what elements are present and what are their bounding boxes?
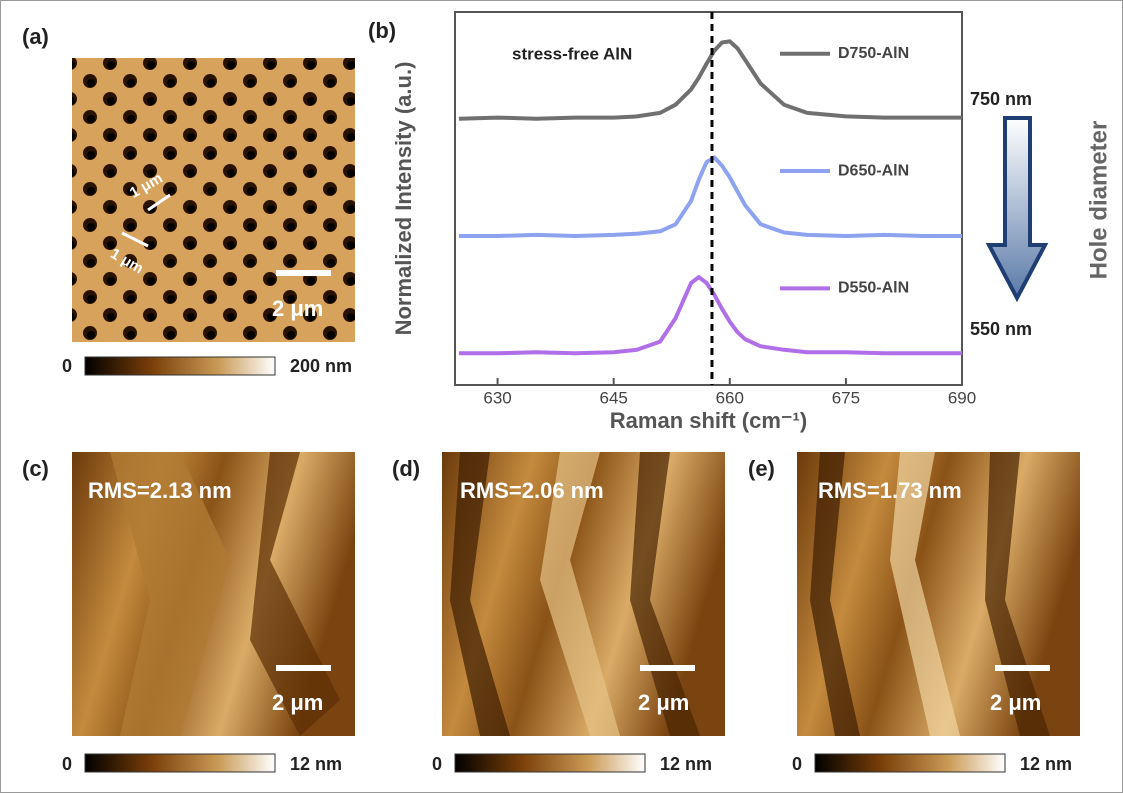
series-line [458,275,962,356]
arrow [147,193,171,212]
rms: RMS=2.06 nm [460,478,604,503]
annotation: stress-free AlN [512,44,632,63]
terrace [110,452,230,736]
colorbar-min: 0 [792,754,802,774]
x-tick-label: 660 [716,388,744,407]
x-axis-title: Raman shift (cm⁻¹) [610,408,807,433]
terrace [985,452,1050,736]
colorbar-max: 200 nm [290,356,352,376]
scale-label: 2 μm [638,690,689,715]
legend-label: D650-AlN [838,162,909,179]
terrace [810,452,860,736]
legend-label: D750-AlN [838,45,909,62]
panel-label: (e) [748,456,775,481]
colorbar [84,356,276,376]
terrace [630,452,700,736]
scale-bar [276,665,331,671]
rms: RMS=1.73 nm [818,478,962,503]
rms: RMS=2.13 nm [88,478,232,503]
terrace [450,452,510,736]
scale-label: 2 μm [272,296,323,321]
colorbar-max: 12 nm [660,754,712,774]
series-line [458,39,962,121]
colorbar-min: 0 [62,754,72,774]
scale-label: 2 μm [990,690,1041,715]
panel-d: (d) RMS=2.06 nm 2 μm 0 12 nm [392,452,725,774]
colorbar-max: 12 nm [290,754,342,774]
arrow [121,231,149,248]
direction-arrow [985,116,1049,303]
legend-label: D550-AlN [838,280,909,297]
scale-bar [995,665,1050,671]
terrace [540,452,620,736]
panel-e: (e) RMS=1.73 nm 2 μm 0 12 nm [748,452,1080,774]
colorbar [814,753,1006,773]
x-tick-label: 630 [483,388,511,407]
plot: 630 645 660 675 690 Raman shift (cm⁻¹) Normali… [391,11,976,433]
panel-label: (d) [392,456,420,481]
side-label: 750 nm [970,89,1032,109]
x-tick-label: 690 [948,388,976,407]
scale-label: 2 μm [272,690,323,715]
x-tick-label: 675 [832,388,860,407]
plot-frame [454,11,963,386]
panel-label: (b) [368,18,396,43]
side-label: 550 nm [970,319,1032,339]
afm-image [72,58,355,342]
colorbar [84,753,276,773]
colorbar-min: 0 [62,356,72,376]
panel-label: (a) [22,24,49,49]
y-axis-title: Normalized Intensity (a.u.) [391,62,416,336]
terrace [890,452,960,736]
colorbar-min: 0 [432,754,442,774]
colorbar-max: 12 nm [1020,754,1072,774]
x-tick-label: 645 [599,388,627,407]
panel-label: (c) [22,456,49,481]
side-title: Hole diameter [1085,121,1112,280]
series-line [458,155,962,238]
colorbar [454,753,646,773]
panel-c: (c) RMS=2.13 nm 2 μm 0 12 nm [22,452,355,774]
scale-bar [276,270,331,276]
scale-bar [640,665,695,671]
